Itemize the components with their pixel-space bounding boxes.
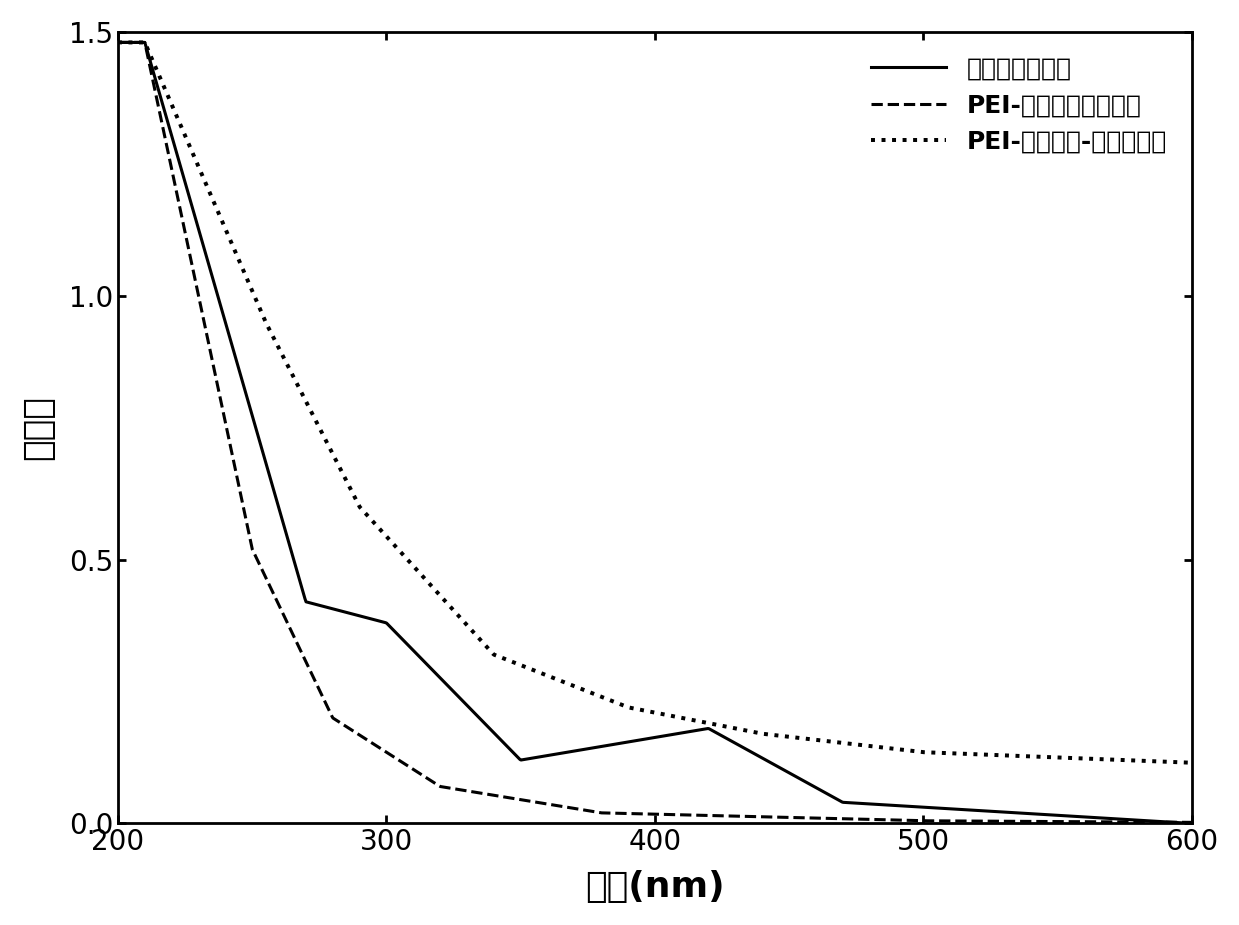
四氯钯酸钠溶液: [110, 37, 125, 48]
X-axis label: 波长(nm): 波长(nm): [585, 870, 725, 904]
PEI-环丙沙星胶束溶液: [584, 806, 598, 817]
Line: 四氯钯酸钠溶液: 四氯钯酸钠溶液: [118, 43, 1192, 823]
PEI-环丙沙星-钯纳米粒子: [545, 672, 560, 683]
Line: PEI-环丙沙星胶束溶液: PEI-环丙沙星胶束溶液: [118, 43, 1192, 822]
PEI-环丙沙星胶束溶液: [847, 814, 862, 825]
四氯钯酸钠溶液: [948, 804, 963, 815]
PEI-环丙沙星-钯纳米粒子: [968, 748, 983, 759]
PEI-环丙沙星胶束溶液: [968, 816, 983, 827]
四氯钯酸钠溶液: [584, 743, 598, 754]
PEI-环丙沙星-钯纳米粒子: [1184, 758, 1199, 769]
PEI-环丙沙星-钯纳米粒子: [948, 748, 963, 759]
四氯钯酸钠溶液: [847, 797, 862, 808]
Line: PEI-环丙沙星-钯纳米粒子: PEI-环丙沙星-钯纳米粒子: [118, 43, 1192, 763]
四氯钯酸钠溶液: [1184, 818, 1199, 829]
PEI-环丙沙星胶束溶液: [948, 816, 963, 827]
PEI-环丙沙星-钯纳米粒子: [847, 739, 862, 750]
PEI-环丙沙星-钯纳米粒子: [584, 687, 598, 698]
Legend: 四氯钯酸钠溶液, PEI-环丙沙星胶束溶液, PEI-环丙沙星-钯纳米粒子: 四氯钯酸钠溶液, PEI-环丙沙星胶束溶液, PEI-环丙沙星-钯纳米粒子: [859, 44, 1180, 166]
Y-axis label: 吸光度: 吸光度: [21, 395, 55, 460]
四氯钯酸钠溶液: [221, 325, 235, 336]
PEI-环丙沙星胶束溶液: [1184, 817, 1199, 828]
PEI-环丙沙星-钯纳米粒子: [221, 228, 235, 240]
PEI-环丙沙星胶束溶液: [221, 427, 235, 438]
PEI-环丙沙星胶束溶液: [545, 799, 560, 810]
四氯钯酸钠溶液: [968, 805, 983, 816]
PEI-环丙沙星-钯纳米粒子: [110, 37, 125, 48]
PEI-环丙沙星胶束溶液: [110, 37, 125, 48]
四氯钯酸钠溶液: [545, 749, 560, 760]
